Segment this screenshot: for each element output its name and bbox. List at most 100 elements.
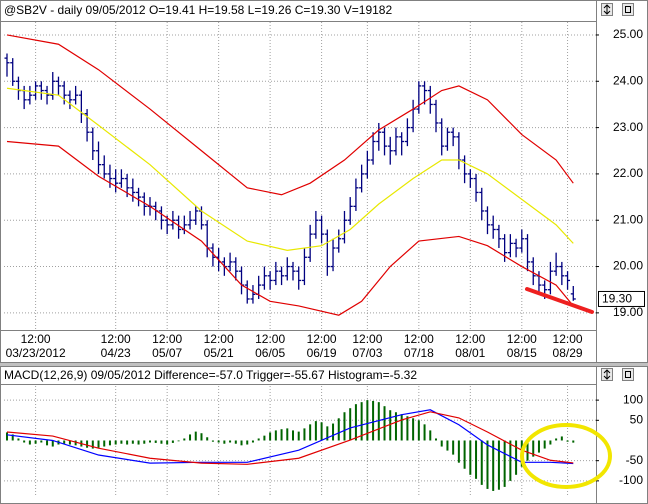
histogram-bar <box>480 440 483 485</box>
histogram-bar <box>263 435 266 441</box>
histogram-bar <box>114 440 117 445</box>
ohlc-bar <box>382 127 388 156</box>
maximize-button[interactable] <box>622 368 634 381</box>
y-tick-label: -100 <box>619 473 643 487</box>
histogram-bar <box>34 440 37 444</box>
ohlc-bar <box>359 164 365 193</box>
histogram-bar <box>6 432 8 441</box>
ohlc-bar <box>502 234 508 262</box>
histogram-bar <box>515 440 518 475</box>
y-tick-label: 22.00 <box>613 166 643 180</box>
x-tick-time: 12:00 <box>255 332 285 346</box>
histogram-bar <box>509 440 512 481</box>
x-tick-time: 12:00 <box>553 332 583 346</box>
histogram-bar <box>303 428 306 441</box>
ohlc-bar <box>233 257 239 281</box>
ohlc-bar <box>164 215 170 235</box>
histogram-bar <box>412 418 415 441</box>
ohlc-bar <box>176 215 182 239</box>
ohlc-bar <box>67 90 73 110</box>
ohlc-bar <box>427 85 433 114</box>
ohlc-bar <box>324 229 330 276</box>
histogram-bar <box>532 440 535 457</box>
ohlc-bar <box>330 238 336 272</box>
histogram-bar <box>423 424 426 441</box>
panel-divider <box>0 363 648 366</box>
histogram-bar <box>417 420 420 441</box>
scale-icon <box>603 369 611 380</box>
ohlc-bar <box>284 257 290 281</box>
ohlc-bar <box>479 187 485 221</box>
histogram-bar <box>108 440 111 446</box>
ohlc-bar <box>416 81 422 114</box>
maximize-icon <box>625 371 631 378</box>
histogram-bar <box>572 440 575 443</box>
ohlc-bar <box>158 206 164 230</box>
x-tick-label: 06/19 <box>307 346 337 360</box>
ohlc-bar <box>273 261 279 286</box>
histogram-bar <box>389 410 392 441</box>
histogram-bar <box>320 422 323 441</box>
x-tick-label: 07/03 <box>352 346 382 360</box>
y-tick-label: 20.00 <box>613 259 643 273</box>
ohlc-bar <box>170 210 176 230</box>
x-tick-time: 12:00 <box>455 332 485 346</box>
histogram-bar <box>234 440 237 444</box>
histogram-bar <box>74 440 77 446</box>
ohlc-bar <box>570 286 576 301</box>
macd-chart-title: MACD(12,26,9) 09/05/2012 Difference=-57.… <box>4 368 417 382</box>
histogram-bar <box>11 434 14 441</box>
ohlc-bar <box>113 169 119 193</box>
last-price-label: 19.30 <box>602 292 632 306</box>
ohlc-bar <box>525 234 531 272</box>
histogram-bar <box>23 440 26 443</box>
y-tick-label: 23.00 <box>613 120 643 134</box>
ohlc-bar <box>559 261 565 286</box>
histogram-bar <box>183 438 186 441</box>
ohlc-bar <box>387 136 393 165</box>
maximize-icon <box>625 6 631 13</box>
ohlc-bar <box>319 215 325 244</box>
ohlc-bar <box>484 206 490 235</box>
ohlc-bar <box>347 197 353 225</box>
ohlc-bar <box>136 187 142 207</box>
ohlc-bar <box>130 178 136 202</box>
ohlc-bar <box>364 150 370 179</box>
histogram-bar <box>475 440 478 479</box>
x-tick-label: 05/21 <box>204 346 234 360</box>
window-buttons[interactable] <box>601 3 634 381</box>
x-tick-label: 08/29 <box>553 346 583 360</box>
histogram-bar <box>229 440 232 443</box>
histogram-bar <box>446 440 449 451</box>
ohlc-bar <box>301 248 307 286</box>
ohlc-bar <box>496 224 502 249</box>
plot-layer: 25.00 24.00 23.00 22.00 21.00 20.00 19.00 12:00… <box>4 22 645 497</box>
histogram-bar <box>63 440 66 444</box>
ohlc-bar <box>84 109 90 142</box>
histogram-bar <box>429 430 432 441</box>
x-tick-label: 08/15 <box>507 346 537 360</box>
ohlc-bar <box>55 76 61 96</box>
histogram-bar <box>149 440 151 443</box>
histogram-bar <box>166 440 169 445</box>
maximize-button[interactable] <box>622 3 634 16</box>
histogram-bar <box>452 440 455 455</box>
histogram-bar <box>492 440 495 491</box>
ohlc-bar <box>490 215 496 239</box>
ohlc-bar <box>433 99 439 133</box>
ohlc-bar <box>376 122 382 151</box>
ohlc-bar <box>450 127 456 147</box>
ohlc-bar <box>519 229 525 253</box>
y-tick-label: 21.00 <box>613 212 643 226</box>
ohlc-bar <box>44 85 50 105</box>
histogram-bar <box>372 400 375 441</box>
ohlc-bar <box>341 210 347 244</box>
histogram-bar <box>154 440 157 443</box>
histogram-bar <box>274 430 277 441</box>
histogram-bar <box>457 440 460 463</box>
histogram-bar <box>360 402 363 441</box>
ohlc-bar <box>73 85 79 105</box>
y-tick-label: 50 <box>630 412 644 426</box>
histogram-bar <box>189 434 192 441</box>
